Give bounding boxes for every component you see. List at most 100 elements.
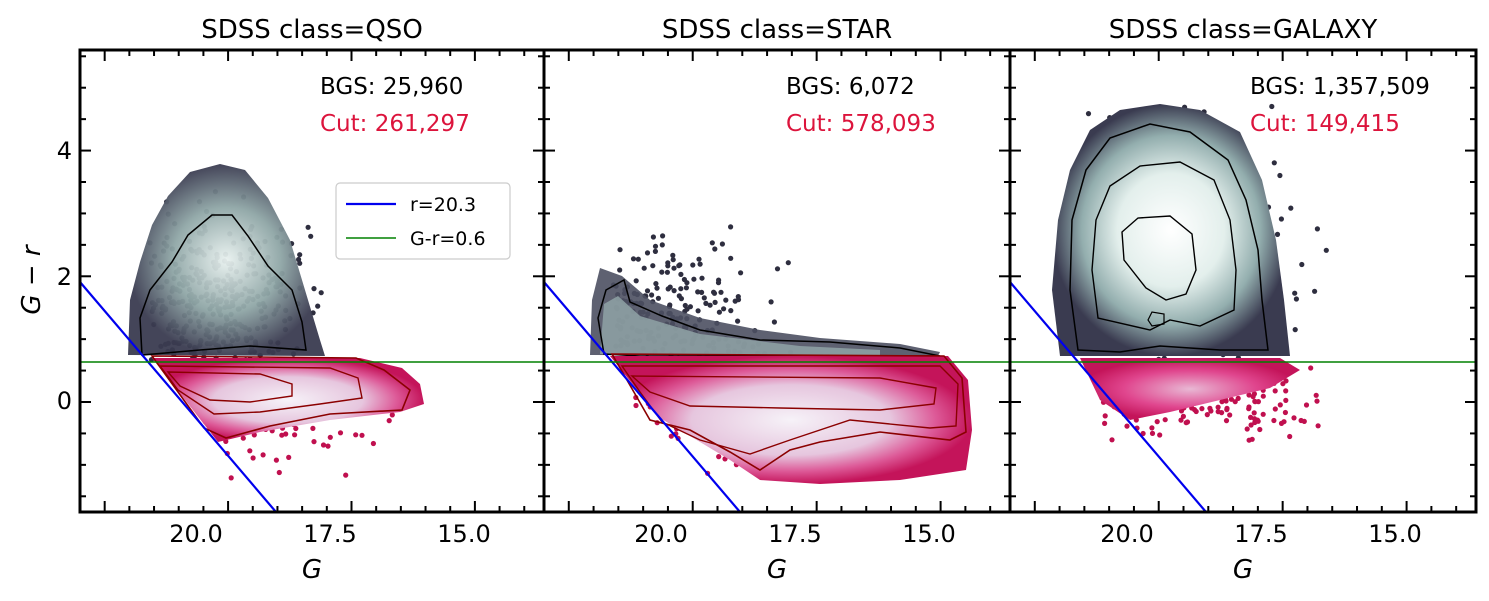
- scatter-point: [1180, 413, 1186, 419]
- scatter-point: [664, 269, 671, 275]
- scatter-point: [260, 452, 266, 458]
- scatter-point: [716, 309, 723, 315]
- scatter-point: [1257, 426, 1263, 433]
- scatter-point: [370, 440, 376, 447]
- x-tick-label-15: 15.0: [1368, 520, 1421, 548]
- bgs-contour-outer: [1069, 123, 1269, 353]
- scatter-point: [641, 265, 647, 271]
- scatter-point: [1184, 419, 1191, 425]
- scatter-point: [644, 250, 651, 256]
- scatter-point: [1269, 103, 1275, 110]
- scatter-point: [1272, 388, 1278, 394]
- scatter-point: [670, 252, 676, 258]
- r-cut-line: [80, 281, 277, 512]
- cut-contour-inner: [166, 371, 293, 403]
- scatter-point: [1282, 409, 1288, 416]
- scatter-point: [691, 276, 697, 282]
- scatter-point: [1308, 365, 1314, 371]
- scatter-point: [732, 298, 738, 304]
- scatter-point: [1283, 388, 1289, 394]
- bgs-count: BGS: 1,357,509: [1250, 74, 1430, 100]
- scatter-point: [1227, 412, 1233, 418]
- scatter-point: [1277, 402, 1283, 408]
- cut-density: [610, 356, 972, 484]
- legend-label-color-cut: G-r=0.6: [410, 228, 486, 250]
- scatter-point: [1314, 398, 1320, 404]
- scatter-point: [682, 302, 688, 309]
- scatter-point: [654, 285, 660, 291]
- scatter-point: [247, 448, 253, 454]
- scatter-point: [353, 432, 359, 438]
- panel-qso: SDSS class=QSO BGS: 25,960 Cut: 261,297 …: [17, 15, 544, 585]
- scatter-point: [735, 318, 741, 324]
- scatter-point: [1215, 409, 1221, 415]
- scatter-point: [273, 457, 279, 463]
- cut-density: [1080, 358, 1300, 420]
- scatter-point: [286, 454, 292, 460]
- scatter-point: [1255, 418, 1261, 424]
- scatter-point: [709, 240, 715, 246]
- x-tick-label-17-5: 17.5: [1234, 520, 1287, 548]
- scatter-point: [649, 292, 655, 298]
- x-tick-label-15: 15.0: [437, 520, 490, 548]
- scatter-point: [1224, 407, 1230, 413]
- scatter-point: [1157, 432, 1163, 438]
- scatter-point: [665, 263, 671, 269]
- legend-frame: [335, 182, 511, 260]
- scatter-point: [1312, 288, 1318, 294]
- scatter-point: [297, 252, 303, 258]
- scatter-point: [707, 302, 713, 308]
- bgs-count: BGS: 25,960: [320, 74, 463, 100]
- axes-frames: [78, 48, 1478, 514]
- scatter-point: [659, 269, 665, 275]
- y-axis-label: G − r: [17, 243, 47, 314]
- scatter-point: [1149, 425, 1155, 431]
- scatter-point: [343, 472, 349, 478]
- scatter-point: [723, 297, 729, 303]
- scatter-point: [1323, 247, 1329, 253]
- scatter-point: [1283, 397, 1289, 403]
- scatter-point: [728, 308, 734, 314]
- x-tick-label-17-5: 17.5: [768, 520, 821, 548]
- y-tick-label-4: 4: [57, 137, 72, 165]
- scatter-point: [325, 443, 331, 449]
- scatter-point: [1246, 406, 1252, 412]
- scatter-point: [768, 299, 774, 305]
- legend-label-r-cut: r=20.3: [410, 194, 476, 216]
- scatter-point: [1271, 160, 1277, 166]
- scatter-point: [660, 233, 666, 239]
- scatter-point: [712, 246, 718, 252]
- scatter-point: [1102, 420, 1108, 426]
- scatter-point: [695, 289, 701, 295]
- scatter-point: [389, 412, 395, 418]
- r-cut-line: [1010, 281, 1207, 512]
- scatter-point: [701, 295, 707, 301]
- scatter-point: [644, 288, 651, 294]
- scatter-point: [1162, 417, 1168, 423]
- scatter-point: [633, 402, 639, 409]
- scatter-point: [716, 454, 722, 460]
- scatter-point: [1109, 437, 1115, 443]
- scatter-point: [1251, 410, 1257, 416]
- scatter-point: [711, 289, 717, 295]
- scatter-point: [311, 286, 317, 292]
- cut-count: Cut: 261,297: [320, 111, 470, 137]
- scatter-point: [652, 243, 659, 249]
- scatter-point: [1251, 391, 1257, 397]
- r-cut-line: [544, 281, 741, 512]
- panel-star: SDSS class=STAR BGS: 6,072 Cut: 578,093 …: [544, 15, 1010, 585]
- scatter-point: [1260, 411, 1266, 417]
- scatter-point: [1178, 408, 1185, 414]
- scatter-point: [1154, 419, 1160, 425]
- cut-density: [152, 358, 424, 442]
- scatter-point: [1277, 172, 1283, 179]
- scatter-point: [318, 290, 324, 296]
- scatter-point: [735, 294, 741, 300]
- scatter-point: [653, 281, 659, 287]
- x-tick-label-17-5: 17.5: [303, 520, 356, 548]
- scatter-point: [1314, 226, 1320, 232]
- bgs-contour-islet: [1147, 311, 1165, 327]
- scatter-point: [1248, 414, 1254, 420]
- scatter-point: [1228, 396, 1234, 402]
